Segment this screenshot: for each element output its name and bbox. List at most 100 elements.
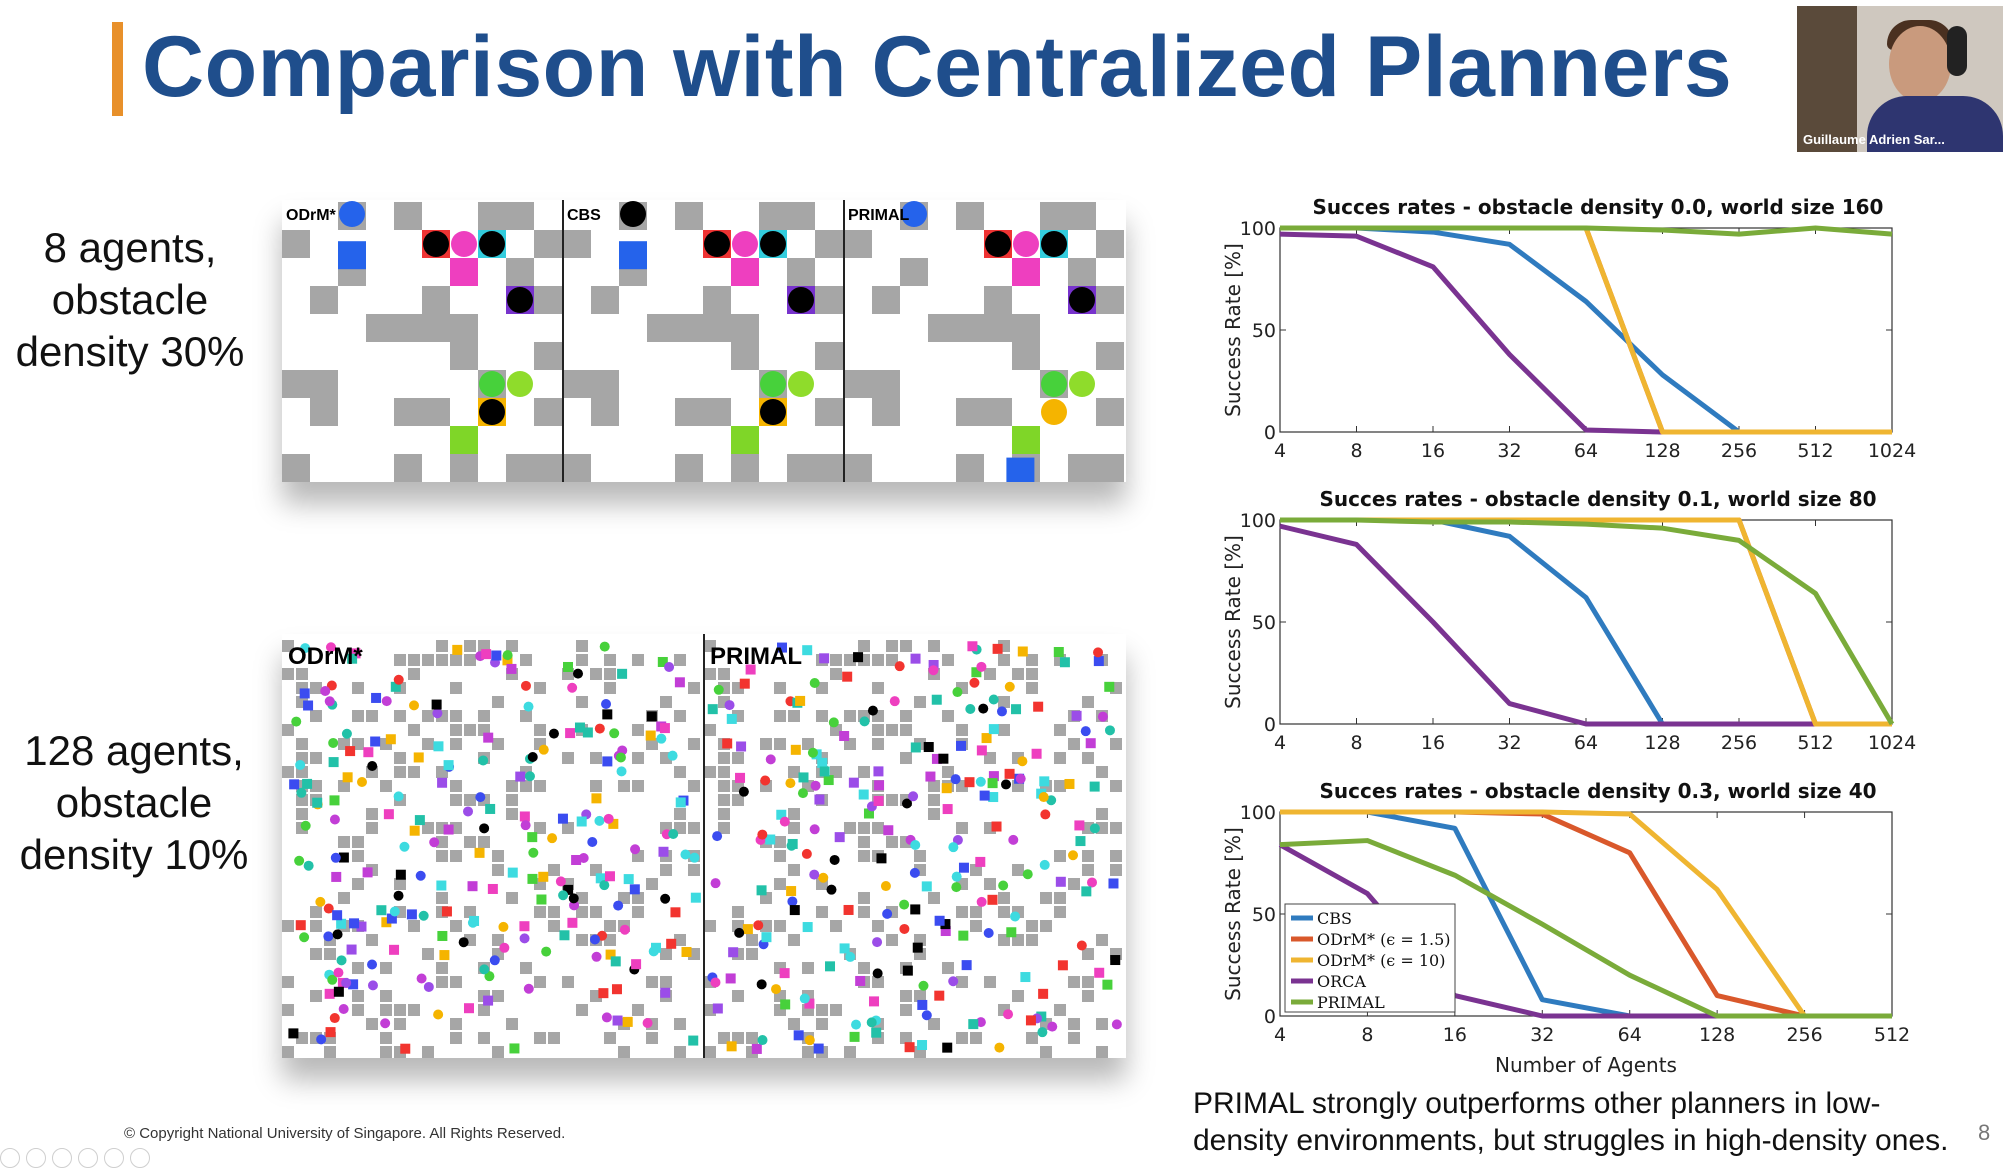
obstacle-cell	[352, 1004, 364, 1016]
obstacle-cell	[394, 398, 422, 426]
agent-circle	[1069, 287, 1095, 313]
agent-circle	[429, 837, 440, 848]
obstacle-cell	[506, 640, 518, 652]
obstacle-cell	[450, 850, 462, 862]
obstacle-cell	[1040, 202, 1068, 230]
obstacle-cell	[802, 1046, 814, 1058]
obstacle-cell	[956, 202, 984, 230]
agent-circle	[807, 747, 818, 758]
obstacle-cell	[450, 710, 462, 722]
obstacle-cell	[886, 836, 898, 848]
x-tick-label: 8	[1361, 1024, 1373, 1046]
obstacle-cell	[534, 976, 546, 988]
obstacle-cell	[310, 710, 322, 722]
agent-goal	[289, 779, 300, 790]
obstacle-cell	[956, 454, 984, 482]
obstacle-cell	[872, 398, 900, 426]
agent-circle	[524, 771, 535, 782]
bottom-grid-worlds: ODrM* PRIMAL	[282, 634, 1126, 1058]
obstacle-cell	[338, 892, 350, 904]
agent-goal	[347, 653, 358, 664]
obstacle-cell	[900, 258, 928, 286]
obstacle-cell	[760, 920, 772, 932]
more-icon[interactable]	[130, 1148, 150, 1168]
obstacle-cell	[914, 696, 926, 708]
obstacle-cell	[718, 752, 730, 764]
zoom-icon[interactable]	[104, 1148, 124, 1168]
agent-circle	[1104, 725, 1115, 736]
agent-goal	[681, 946, 692, 957]
obstacle-cell	[618, 780, 630, 792]
x-tick-label: 16	[1421, 732, 1445, 754]
agent-circle	[976, 661, 987, 672]
obstacle-cell	[1012, 342, 1040, 370]
agent-circle	[323, 903, 334, 914]
obstacle-cell	[816, 1004, 828, 1016]
obstacle-cell	[802, 738, 814, 750]
obstacle-cell	[324, 1046, 336, 1058]
agent-circle	[558, 890, 569, 901]
agent-circle	[320, 685, 331, 696]
agent-circle	[329, 814, 340, 825]
agent-goal	[988, 792, 999, 803]
agent-circle	[479, 823, 490, 834]
obstacle-cell	[830, 766, 842, 778]
obstacle-cell	[984, 314, 1012, 342]
agent-circle	[859, 716, 870, 727]
agent-goal	[942, 804, 953, 815]
agent-goal	[506, 663, 517, 674]
agent-goal	[1057, 960, 1068, 971]
obstacle-cell	[534, 906, 546, 918]
obstacle-cell	[408, 1004, 420, 1016]
agent-goal	[958, 862, 969, 873]
agent-goal	[383, 809, 394, 820]
agent-goal	[604, 871, 615, 882]
agent-circle	[296, 787, 307, 798]
agent-circle	[423, 231, 449, 257]
y-tick-label: 50	[1252, 612, 1276, 634]
agent-goal	[798, 772, 809, 783]
agent-circle	[969, 677, 980, 688]
agent-circle	[882, 908, 893, 919]
obstacle-cell	[352, 990, 364, 1002]
agent-circle	[760, 399, 786, 425]
agent-circle	[291, 716, 302, 727]
agent-circle	[423, 981, 434, 992]
agent-circle	[463, 806, 474, 817]
obstacle-cell	[534, 286, 562, 314]
obstacle-cell	[703, 286, 731, 314]
obstacle-cell	[688, 780, 700, 792]
obstacle-cell	[282, 454, 310, 482]
prev-slide-icon[interactable]	[0, 1148, 20, 1168]
agent-goal	[786, 886, 797, 897]
agent-circle	[998, 880, 1009, 891]
chart-title: Succes rates - obstacle density 0.3, wor…	[1319, 779, 1876, 803]
obstacle-cell	[338, 836, 350, 848]
obstacle-cell	[590, 752, 602, 764]
obstacle-cell	[1110, 822, 1122, 834]
obstacle-cell	[844, 654, 856, 666]
obstacle-cell	[563, 370, 591, 398]
agent-goal	[1102, 979, 1113, 990]
obstacle-cell	[704, 1046, 716, 1058]
obstacle-cell	[576, 906, 588, 918]
obstacle-cell	[858, 640, 870, 652]
next-slide-icon[interactable]	[26, 1148, 46, 1168]
agent-circle	[738, 786, 749, 797]
obstacle-cell	[718, 780, 730, 792]
y-tick-label: 0	[1264, 714, 1276, 736]
agent-circle	[324, 696, 335, 707]
agent-circle	[1000, 779, 1011, 790]
obstacle-cell	[704, 766, 716, 778]
obstacle-cell	[675, 314, 703, 342]
agent-goal	[331, 871, 342, 882]
agent-goal	[376, 905, 387, 916]
slides-icon[interactable]	[78, 1148, 98, 1168]
presenter-video[interactable]: Guillaume Adrien Sar...	[1797, 6, 2003, 152]
agent-circle	[771, 984, 782, 995]
agent-goal	[934, 915, 945, 926]
agent-circle	[323, 931, 334, 942]
agent-goal	[666, 938, 677, 949]
obstacle-cell	[956, 1032, 968, 1044]
pen-icon[interactable]	[52, 1148, 72, 1168]
